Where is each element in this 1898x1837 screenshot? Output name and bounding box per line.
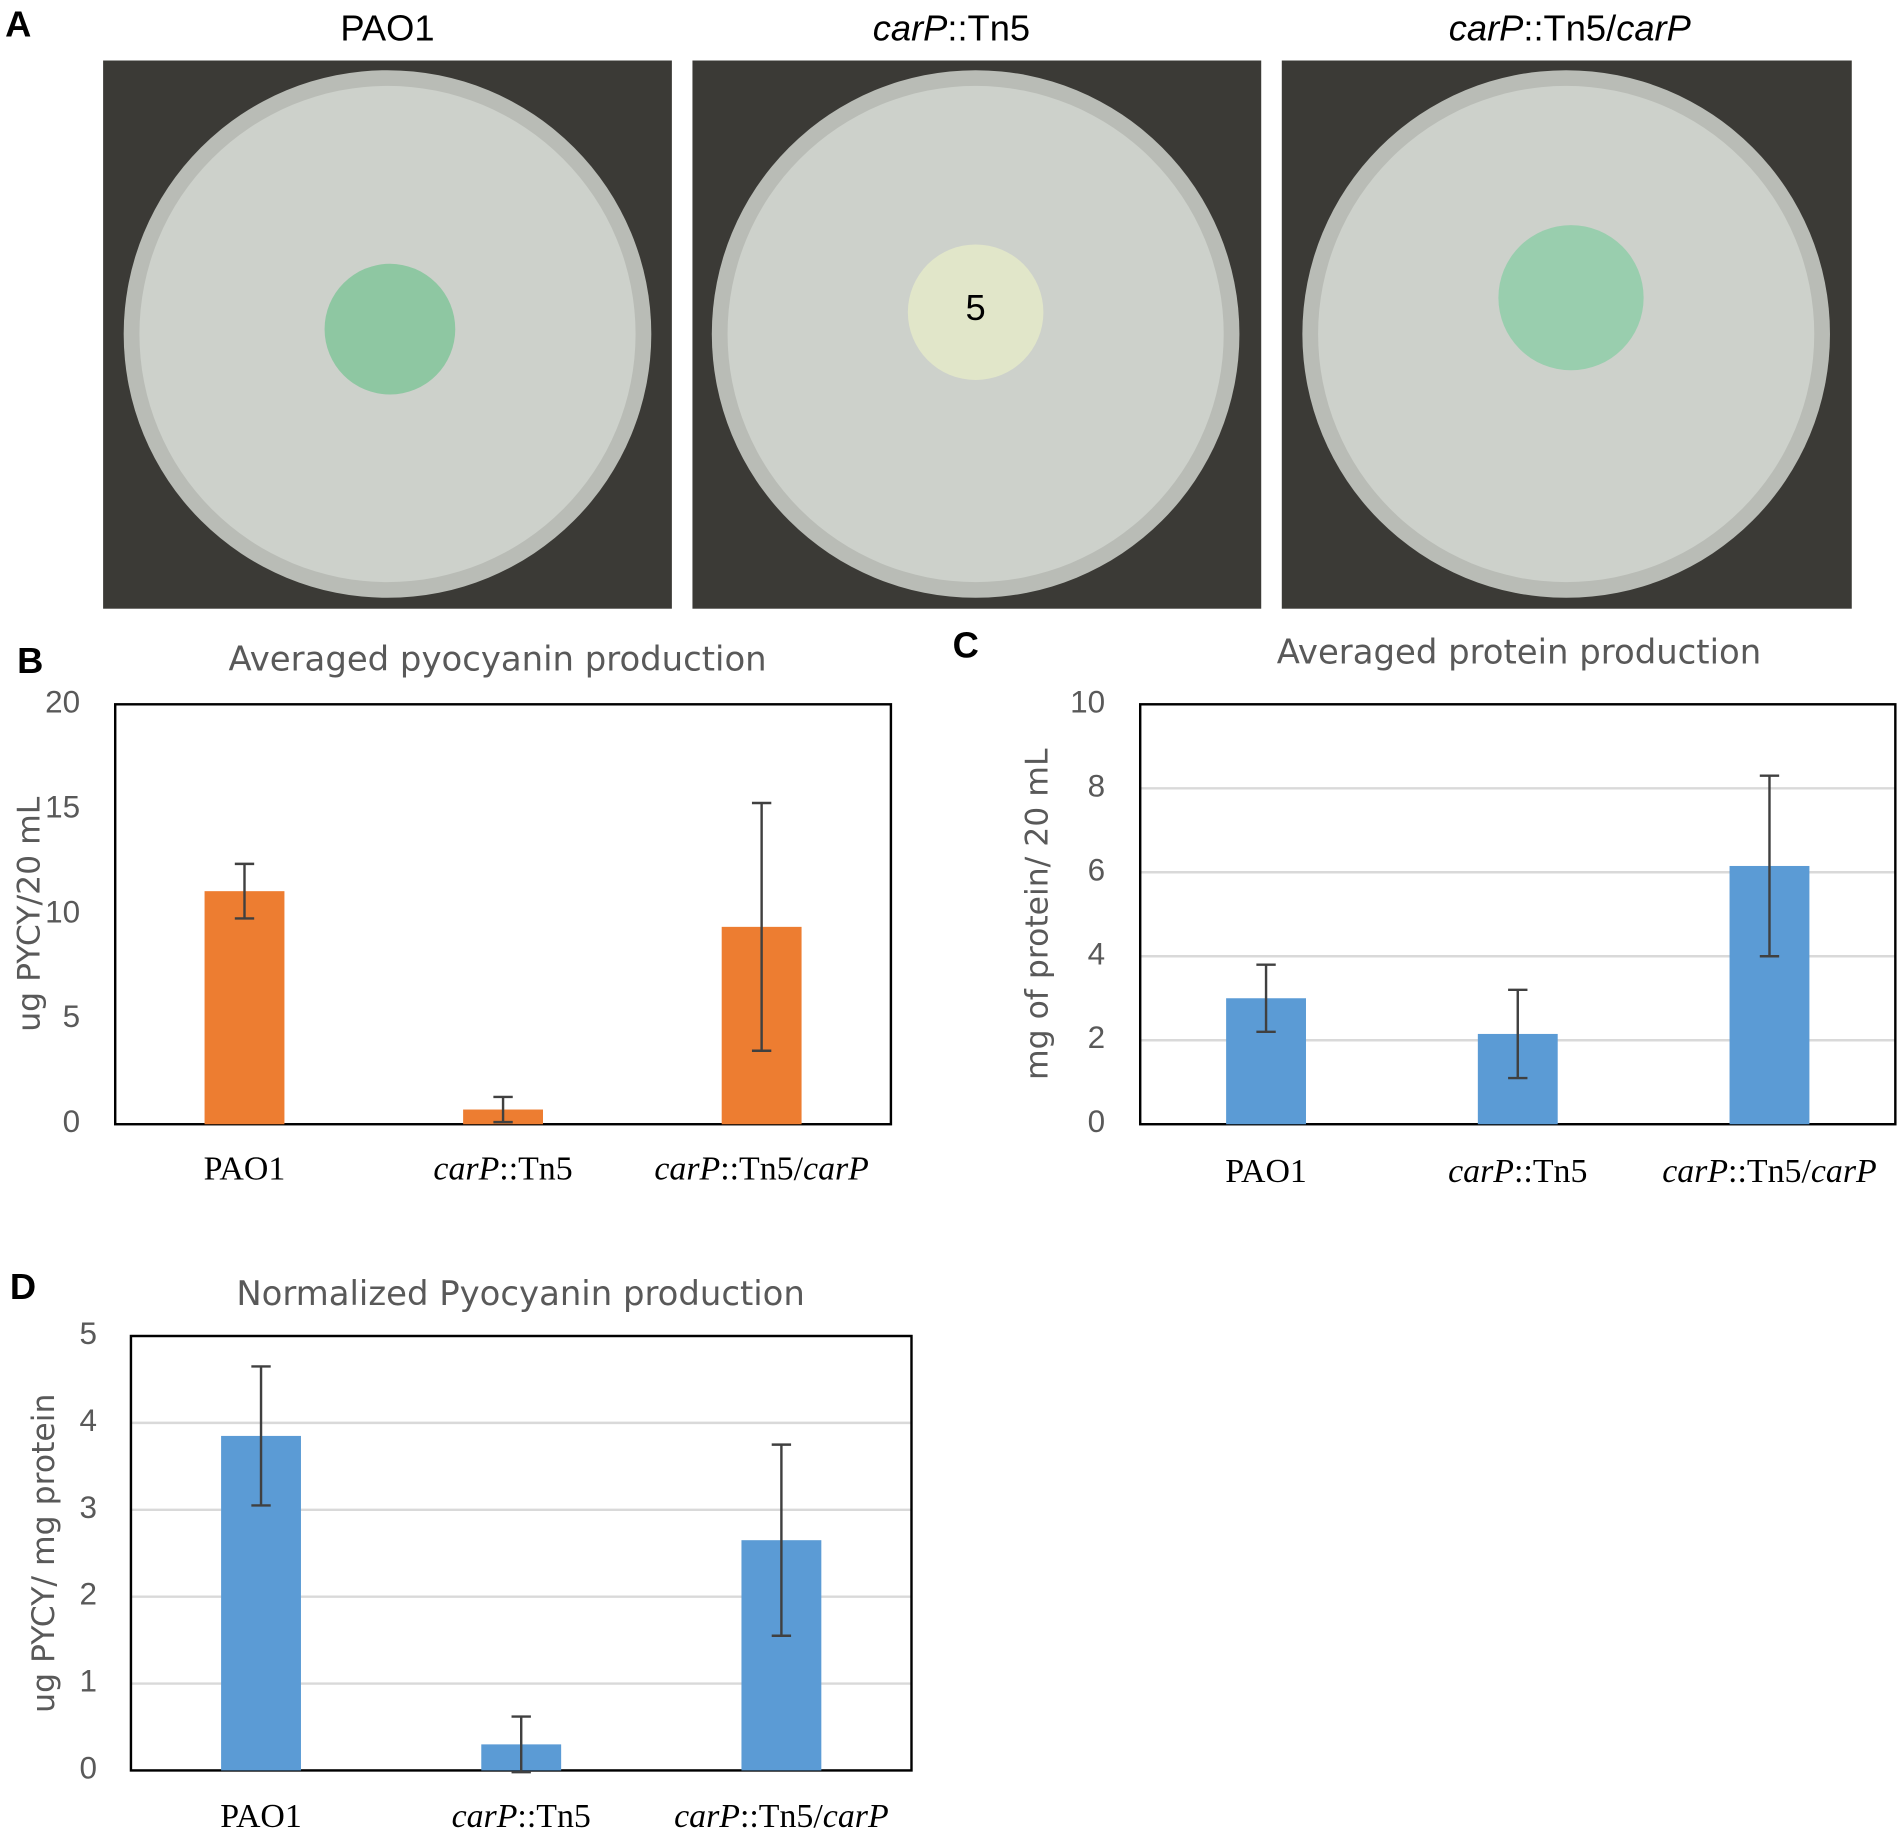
y-tick-label: 3 <box>80 1490 97 1525</box>
plate-title: carP::Tn5 <box>873 7 1030 48</box>
panel-letter: B <box>17 640 43 681</box>
error-bar <box>1759 774 1780 958</box>
error-bar <box>771 1443 792 1637</box>
chart-title: Averaged protein production <box>1277 632 1761 671</box>
x-tick-label: carP::Tn5/carP <box>674 1798 889 1835</box>
y-tick-label: 6 <box>1088 853 1105 888</box>
x-tick-label: carP::Tn5 <box>433 1150 572 1187</box>
x-tick-label: PAO1 <box>204 1150 286 1187</box>
y-tick-label: 8 <box>1088 769 1105 804</box>
y-tick-label: 2 <box>80 1577 97 1612</box>
y-axis-label: mg of protein/ 20 mL <box>1020 748 1056 1080</box>
x-tick-label: PAO1 <box>1225 1153 1307 1190</box>
chart-title: Normalized Pyocyanin production <box>236 1273 805 1312</box>
error-bar <box>234 862 255 920</box>
x-tick-label: PAO1 <box>220 1798 302 1835</box>
error-bar <box>1508 988 1528 1080</box>
y-tick-label: 0 <box>63 1105 81 1140</box>
panel-letter: A <box>5 3 31 44</box>
y-tick-label: 20 <box>45 685 80 720</box>
error-bar <box>493 1095 513 1124</box>
y-tick-label: 10 <box>1070 685 1105 720</box>
bar <box>204 891 285 1125</box>
y-tick-label: 0 <box>80 1751 97 1786</box>
chart-title: Averaged pyocyanin production <box>229 639 767 678</box>
y-tick-label: 2 <box>1088 1021 1105 1056</box>
y-tick-label: 15 <box>45 790 80 825</box>
plate-photo <box>103 60 672 609</box>
error-bar <box>511 1715 531 1774</box>
y-axis-label: ug PYCY/ mg protein <box>26 1394 62 1713</box>
y-tick-label: 5 <box>80 1316 97 1351</box>
x-tick-label: carP::Tn5/carP <box>1662 1153 1877 1190</box>
x-tick-label: carP::Tn5/carP <box>654 1150 869 1187</box>
x-tick-label: carP::Tn5 <box>452 1798 591 1835</box>
y-tick-label: 10 <box>45 895 80 930</box>
error-bar <box>751 801 772 1052</box>
y-tick-label: 0 <box>1088 1105 1105 1140</box>
plate-title: PAO1 <box>340 7 434 48</box>
plate-photo <box>1281 60 1852 609</box>
y-axis-label: ug PYCY/20 mL <box>12 796 48 1032</box>
panel-letter: D <box>10 1265 36 1306</box>
y-tick-label: 4 <box>1088 937 1105 972</box>
y-tick-label: 5 <box>63 1000 81 1035</box>
x-tick-label: carP::Tn5 <box>1448 1153 1587 1190</box>
plate-annotation: 5 <box>966 286 986 327</box>
error-bar <box>251 1365 271 1507</box>
plate-title: carP::Tn5/carP <box>1449 7 1691 48</box>
plate-photo <box>692 60 1262 609</box>
y-tick-label: 1 <box>80 1664 97 1699</box>
error-bar <box>1256 963 1276 1034</box>
y-tick-label: 4 <box>80 1403 97 1438</box>
panel-letter: C <box>953 624 979 665</box>
photo-row: 5 <box>103 60 1852 609</box>
